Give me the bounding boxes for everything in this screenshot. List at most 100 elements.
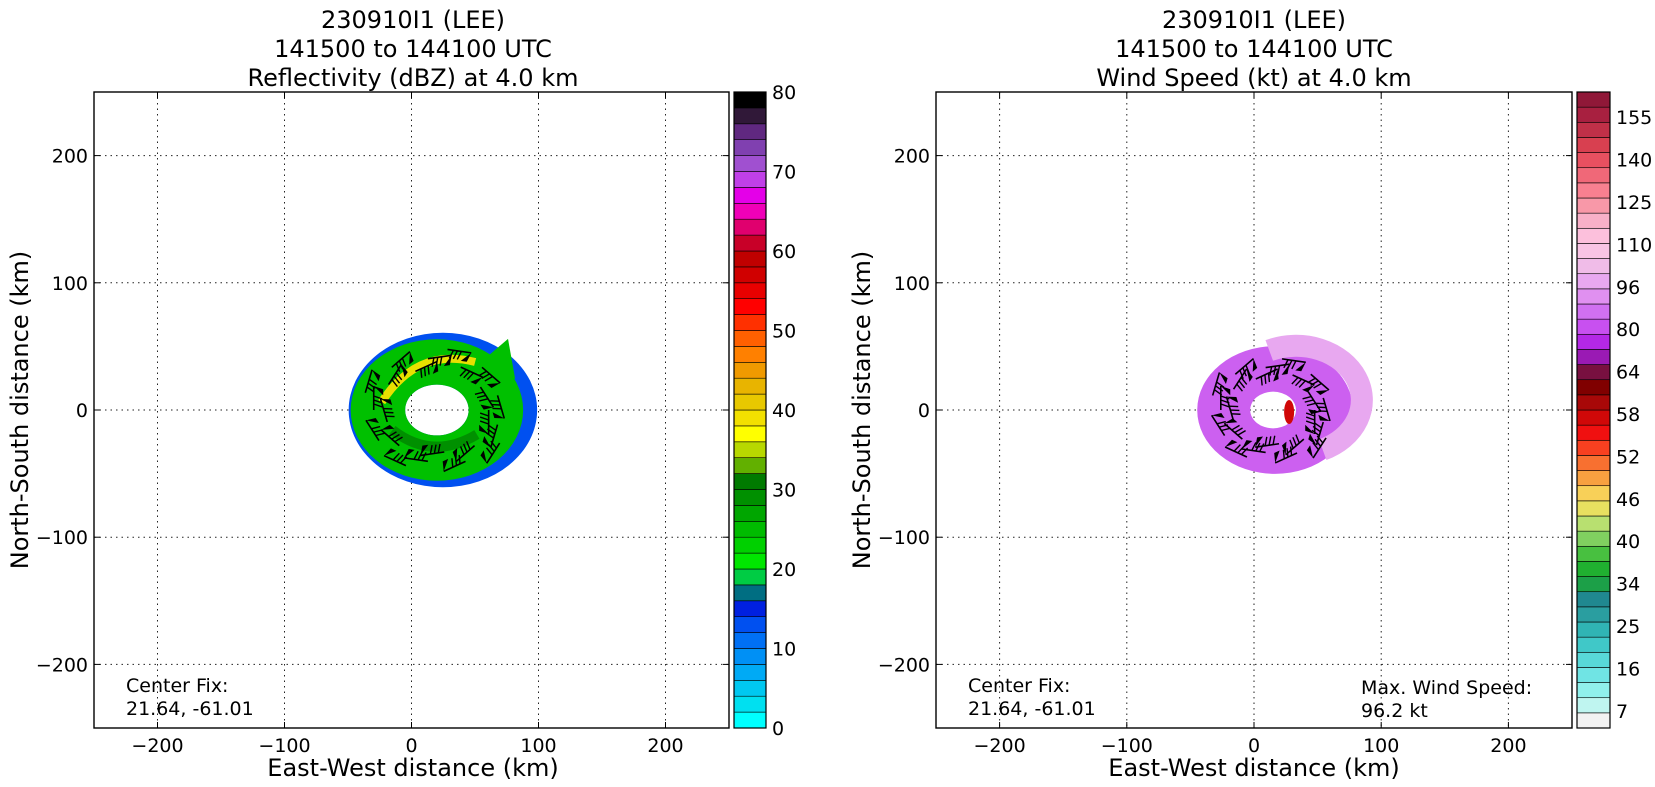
y-tick-label: 0	[76, 400, 88, 422]
colorbar-segment	[1576, 470, 1611, 487]
wind-barb	[1306, 435, 1327, 459]
colorbar-tick-label: 40	[1616, 531, 1640, 553]
colorbar-segment	[733, 457, 767, 474]
wind-barb	[1225, 396, 1241, 420]
echo-northeast-extension	[476, 338, 516, 379]
colorbar-segment	[1576, 91, 1611, 108]
colorbar-segment	[1576, 682, 1611, 699]
colorbar-segment	[733, 91, 767, 109]
colorbar-segment	[1576, 121, 1611, 138]
wind-max-arc	[1265, 334, 1373, 461]
colorbar-segment	[1576, 697, 1611, 714]
wind-barb	[442, 454, 466, 473]
colorbar-frame	[1576, 91, 1611, 729]
colorbar-segment	[1576, 424, 1611, 441]
grid-lines	[94, 92, 729, 728]
x-tick-label: 200	[647, 735, 683, 757]
colorbar-tick-label: 125	[1616, 192, 1652, 214]
wind-barb	[1281, 358, 1306, 372]
wind-barb	[365, 417, 385, 441]
panel-title-line-1: 230910I1 (LEE)	[321, 6, 505, 34]
colorbar-segment	[733, 187, 767, 204]
colorbar-segment	[733, 298, 767, 315]
colorbar-segment	[1576, 455, 1611, 471]
colorbar-tick-label: 52	[1616, 446, 1640, 468]
colorbar-tick-label: 80	[1616, 319, 1640, 341]
wind-barb	[427, 354, 452, 367]
colorbar-segment	[1576, 137, 1611, 153]
x-tick-label: −200	[131, 735, 183, 757]
colorbar-segment	[733, 218, 767, 236]
y-tick-label: 200	[894, 146, 930, 168]
colorbar-tick-label: 60	[772, 241, 796, 263]
colorbar-tick-label: 140	[1616, 150, 1652, 172]
wind-barb	[1255, 435, 1280, 448]
colorbar-segment	[1576, 258, 1611, 275]
wind-speed-colorbar: 7 16 25 34 40 46 52 58 64 80 96 110 125 140 155	[1576, 91, 1652, 729]
colorbar-segment	[733, 346, 767, 363]
colorbar-segment	[733, 203, 767, 220]
wind-barb	[1274, 446, 1298, 464]
wind-barb	[1211, 372, 1228, 396]
colorbar-tick-label: 34	[1616, 574, 1640, 596]
colorbar-segment	[733, 664, 767, 681]
x-axis-label: East-West distance (km)	[1108, 754, 1399, 782]
colorbar-segment	[1576, 182, 1611, 199]
colorbar-segment	[1576, 333, 1611, 350]
reflectivity-field	[348, 332, 538, 488]
reflectivity-panel: 230910I1 (LEE) 141500 to 144100 UTC Refl…	[6, 6, 796, 782]
x-tick-label: 100	[1363, 735, 1399, 757]
y-axis-label: North-South distance (km)	[848, 251, 876, 570]
wind-barb	[474, 386, 495, 410]
panel-title-line-3: Wind Speed (kt) at 4.0 km	[1096, 64, 1411, 92]
colorbar-tick-label: 50	[772, 321, 796, 343]
y-tick-label: −200	[878, 654, 930, 676]
colorbar-segment	[1576, 152, 1611, 169]
x-tick-label: −100	[1101, 735, 1153, 757]
x-tick-label: 0	[1248, 735, 1260, 757]
colorbar-segment	[1576, 394, 1611, 411]
colorbar-segment	[733, 489, 767, 506]
colorbar-segment	[733, 139, 767, 156]
colorbar-segment	[1576, 243, 1611, 259]
colorbar-segment	[1576, 576, 1611, 593]
colorbar-segment	[733, 282, 767, 299]
wind-barb	[1234, 357, 1258, 379]
colorbar-tick-label: 80	[772, 82, 796, 104]
echo-inner-arc	[389, 425, 480, 452]
x-tick-label: 0	[405, 735, 417, 757]
colorbar-segment	[1576, 621, 1611, 638]
wind-barb	[1302, 391, 1322, 415]
colorbar-segment	[733, 648, 767, 665]
x-tick-label: −200	[974, 735, 1026, 757]
colorbar-segment	[733, 107, 767, 125]
center-fix-value: 21.64, -61.01	[126, 698, 254, 720]
wind-barb	[1224, 439, 1249, 458]
wind-speed-field	[1197, 334, 1373, 474]
colorbar-segment	[733, 250, 767, 268]
colorbar-segment	[733, 314, 767, 331]
wind-barb	[387, 363, 408, 387]
colorbar-segment	[733, 536, 767, 554]
reflectivity-colorbar: 0 10 20 30 40 50 60 70 80	[733, 82, 796, 740]
panel-title-line-2: 141500 to 144100 UTC	[1115, 35, 1393, 63]
y-tick-label: 0	[918, 400, 930, 422]
colorbar-segment	[733, 505, 767, 522]
colorbar-segment	[733, 330, 767, 347]
wind-barb	[391, 350, 414, 372]
colorbar-segment	[1576, 379, 1611, 396]
colorbar-tick-label: 25	[1616, 616, 1640, 638]
y-tick-label: 200	[52, 146, 88, 168]
colorbar-tick-label: 40	[772, 400, 796, 422]
colorbar-tick-label: 0	[772, 718, 784, 740]
wind-barb	[1315, 397, 1331, 422]
colorbar-tick-label: 30	[772, 480, 796, 502]
panel-title-line-3: Reflectivity (dBZ) at 4.0 km	[248, 64, 579, 92]
colorbar-tick-label: 110	[1616, 234, 1652, 256]
colorbar-segment	[1576, 227, 1611, 244]
wind-barb	[480, 440, 501, 464]
wind-barb	[478, 366, 501, 389]
colorbar-tick-label: 16	[1616, 658, 1640, 680]
colorbar-segment	[1576, 349, 1611, 365]
colorbar-segment	[733, 409, 767, 427]
